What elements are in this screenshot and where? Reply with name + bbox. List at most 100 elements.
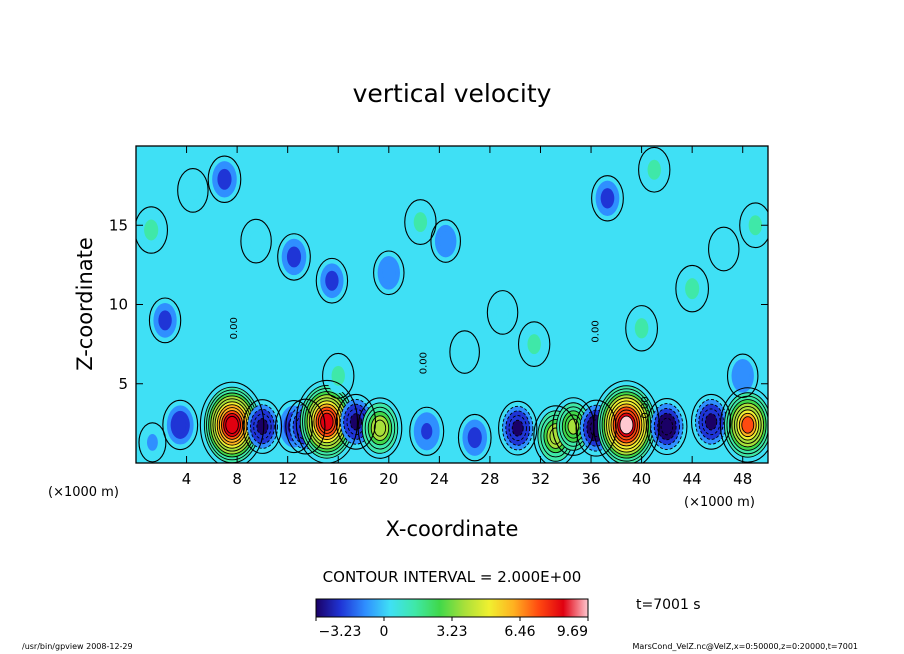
x-tick-label: 24 xyxy=(430,470,449,488)
zero-contour xyxy=(498,400,538,456)
colorbar-tick-label: 3.23 xyxy=(436,624,467,640)
velocity-cell xyxy=(434,224,457,258)
zero-contour xyxy=(430,219,461,263)
zero-contour xyxy=(138,422,167,463)
velocity-cell xyxy=(556,402,591,451)
x-tick-label: 28 xyxy=(480,470,499,488)
x-axis-label: X-coordinate xyxy=(386,517,519,541)
zero-contour xyxy=(625,305,659,352)
zero-contour xyxy=(591,175,624,222)
zero-contour xyxy=(357,397,403,459)
zero-contour xyxy=(207,155,242,204)
zero-contour xyxy=(335,393,377,450)
zero-contour xyxy=(162,399,199,451)
velocity-cell xyxy=(326,358,350,394)
velocity-cell xyxy=(281,238,307,276)
contour-label: 0.00 xyxy=(419,352,430,374)
contour-labels: 0.00 0.00 0.00 0.00 xyxy=(229,317,651,419)
zero-contour xyxy=(315,257,349,304)
zero-contour xyxy=(517,321,551,368)
zero-contour xyxy=(533,405,578,463)
contour-interval: CONTOUR INTERVAL = 2.000E+00 xyxy=(323,568,582,586)
velocity-cell xyxy=(679,270,705,307)
velocity-cell xyxy=(712,232,735,266)
colorbar-tick-label: 9.69 xyxy=(557,624,588,640)
velocity-cell xyxy=(299,384,354,459)
zero-contour xyxy=(148,297,182,344)
x-tick-label: 40 xyxy=(632,470,651,488)
chart-title: vertical velocity xyxy=(353,79,552,108)
x-unit-right: (×1000 m) xyxy=(684,495,755,510)
colorbar-tick-label: 0 xyxy=(380,624,389,640)
zero-contour xyxy=(690,393,732,450)
zero-contour xyxy=(486,290,519,335)
zero-contour xyxy=(240,218,272,264)
zero-contour xyxy=(277,233,311,281)
zero-contour xyxy=(575,399,617,457)
velocity-cell xyxy=(408,204,433,240)
colorbar-ticks: −3.23 0 3.23 6.46 9.69 xyxy=(315,617,589,640)
x-tick-label: 36 xyxy=(581,470,600,488)
velocity-cell xyxy=(413,412,440,451)
x-tick-label: 4 xyxy=(182,470,192,488)
x-tick-label: 48 xyxy=(733,470,752,488)
time-label: t=7001 s xyxy=(636,597,701,613)
velocity-cell xyxy=(629,310,654,346)
x-tick-label: 20 xyxy=(379,470,398,488)
velocity-cell xyxy=(731,359,754,393)
velocity-cell xyxy=(246,404,279,449)
velocity-cell xyxy=(462,419,488,456)
zero-contour xyxy=(404,199,437,245)
y-tick-label: 15 xyxy=(109,216,128,234)
x-tick-label: 44 xyxy=(683,470,702,488)
zero-contour xyxy=(199,381,265,463)
x-tick-label: 32 xyxy=(531,470,550,488)
contour-label: 0.00 xyxy=(640,396,651,418)
zero-contours xyxy=(136,146,768,463)
x-tick-label: 8 xyxy=(232,470,242,488)
velocity-cell xyxy=(743,207,767,243)
velocity-cell xyxy=(212,161,237,198)
velocity-cell xyxy=(138,211,164,249)
contour-label: 0.00 xyxy=(229,317,240,339)
zero-contour xyxy=(675,264,710,313)
x-tick-label: 16 xyxy=(329,470,348,488)
zero-contour xyxy=(373,250,405,296)
velocity-cell xyxy=(377,255,400,290)
velocity-cell xyxy=(166,405,194,445)
contour-label: 0.00 xyxy=(591,320,602,342)
zero-contour xyxy=(449,330,480,374)
velocity-cell xyxy=(650,403,684,450)
velocity-cell xyxy=(491,295,514,330)
zero-contour xyxy=(322,352,355,399)
plot-area: 0.00 0.00 0.00 0.00 xyxy=(136,146,768,463)
x-axis-ticks: 4 8 12 16 20 24 28 32 36 40 44 48 xyxy=(182,146,752,488)
velocity-cell xyxy=(142,427,162,457)
zero-contour xyxy=(593,380,660,463)
zero-contour xyxy=(638,146,671,193)
velocity-cell xyxy=(361,402,399,454)
velocity-cell xyxy=(453,335,476,369)
footer-left: /usr/bin/gpview 2008-12-29 xyxy=(22,642,133,651)
velocity-cell xyxy=(203,386,261,463)
velocity-cell xyxy=(522,326,546,362)
zero-contour xyxy=(708,226,740,272)
velocity-cell xyxy=(339,398,372,445)
zero-contour xyxy=(739,202,768,249)
x-unit-left: (×1000 m) xyxy=(48,485,119,500)
zero-contour xyxy=(295,379,359,463)
zero-contour xyxy=(242,399,283,454)
velocity-features xyxy=(138,152,768,463)
zero-contour xyxy=(646,398,688,456)
zero-contour xyxy=(726,353,759,399)
zero-contour xyxy=(177,168,209,213)
y-tick-label: 5 xyxy=(118,375,128,393)
y-axis-ticks: 5 10 15 xyxy=(109,216,768,393)
velocity-cell xyxy=(724,392,768,458)
zero-contour xyxy=(274,399,314,454)
velocity-cell xyxy=(244,224,268,258)
velocity-cell xyxy=(595,180,620,216)
zero-contour xyxy=(285,398,326,455)
zero-contour xyxy=(457,413,492,462)
